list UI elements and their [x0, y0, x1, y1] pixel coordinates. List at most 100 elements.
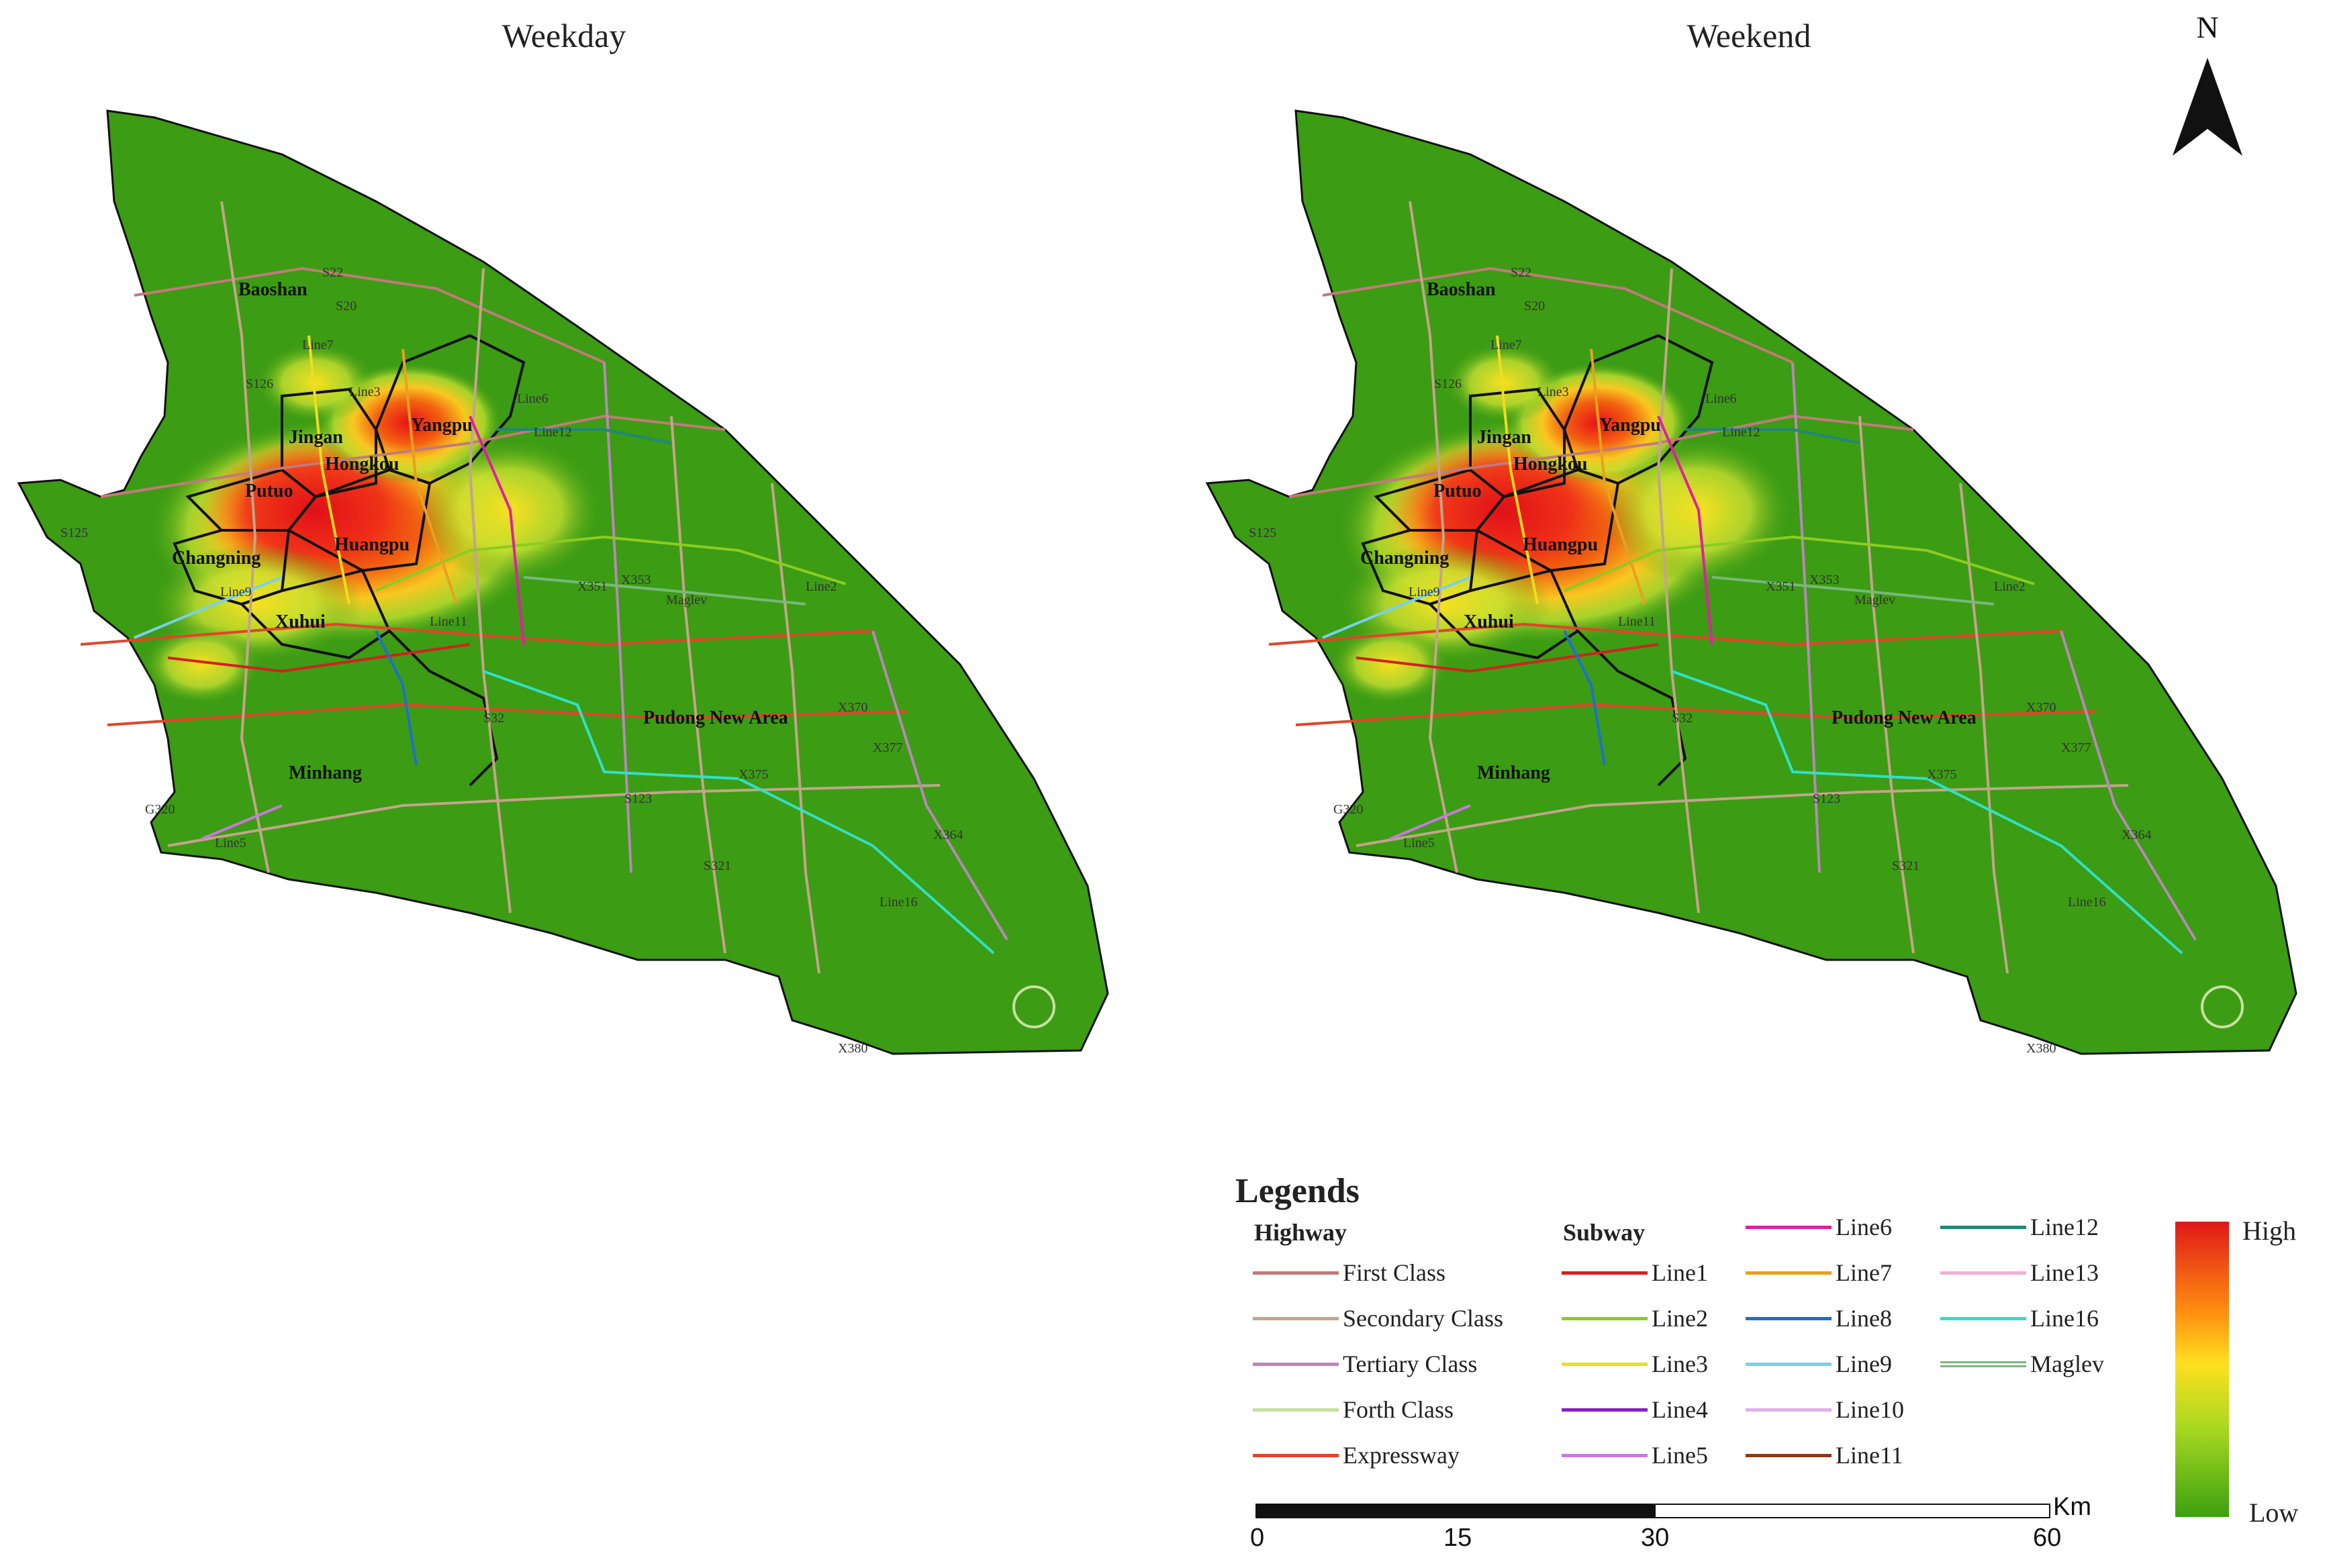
map-labels: Baoshan Jingan Yangpu Hongkou Putuo Chan…	[60, 10, 2242, 1056]
district-label: Xuhui	[1464, 611, 1514, 632]
road-label: Line11	[430, 614, 467, 629]
district-label: Xuhui	[275, 611, 326, 632]
road-label: Line5	[1403, 836, 1435, 850]
panel-title-weekday: Weekday	[502, 17, 626, 54]
district-label: Putuo	[245, 481, 293, 501]
road-label: Line2	[1994, 579, 2026, 594]
legend-swatch	[1746, 1362, 1832, 1366]
scale-bar-filled	[1255, 1504, 1654, 1518]
legend-swatch	[1562, 1453, 1648, 1457]
legend-label: Expressway	[1343, 1442, 1460, 1469]
legend-swatch	[1253, 1453, 1339, 1457]
road-label: Line12	[1722, 425, 1760, 440]
legend-item: Line9	[1746, 1344, 1892, 1384]
legend-swatch	[1562, 1362, 1648, 1366]
legend-swatch	[1746, 1271, 1832, 1275]
legend-label: Maglev	[2030, 1351, 2104, 1377]
weekend-district-labels: Baoshan Jingan Yangpu Hongkou Putuo Chan…	[1360, 279, 1977, 783]
road-label: S20	[336, 299, 357, 313]
legend-item: Line3	[1562, 1344, 1708, 1384]
legend-item: Line7	[1746, 1253, 1892, 1293]
legend-item: Maglev	[1940, 1344, 2104, 1384]
road-label: X364	[2122, 828, 2151, 842]
weekday-road-labels: S20 S22 S123 S125 S126 S321 S32 X351 X35…	[60, 265, 963, 1056]
density-ramp: High Low	[2175, 1215, 2323, 1528]
scale-bar-empty	[1654, 1504, 2050, 1518]
road-label: S32	[483, 711, 504, 726]
ramp-high-label: High	[2242, 1216, 2296, 1246]
legend-item: Line6	[1746, 1207, 1892, 1247]
road-label: X370	[838, 700, 867, 715]
district-label: Jingan	[1477, 427, 1531, 448]
legend-item: Line13	[1940, 1253, 2099, 1293]
scale-tick-30: 30	[1641, 1524, 1670, 1552]
legend-item: Line8	[1746, 1298, 1892, 1338]
district-label: Huangpu	[334, 534, 410, 555]
legend-label: First Class	[1343, 1259, 1446, 1286]
road-label: X353	[1809, 573, 1839, 587]
north-arrow-icon	[2173, 58, 2242, 156]
legend-label: Line1	[1652, 1259, 1708, 1286]
scale-tick-60: 60	[2033, 1524, 2062, 1552]
road-label: S125	[1249, 526, 1276, 540]
legend-swatch	[1562, 1408, 1648, 1412]
legend-label: Tertiary Class	[1343, 1351, 1478, 1377]
road-label: Maglev	[666, 593, 707, 607]
road-label: S125	[60, 526, 88, 540]
legend-item: Line11	[1746, 1435, 1903, 1475]
legend-item: Expressway	[1253, 1435, 1460, 1475]
density-ramp-bar	[2175, 1222, 2229, 1517]
legend-item: Secondary Class	[1253, 1298, 1503, 1338]
legend-item: Line16	[1940, 1298, 2099, 1338]
road-label: Line7	[302, 338, 334, 352]
legend-item: Line5	[1562, 1435, 1708, 1475]
district-label: Jingan	[289, 427, 343, 448]
legend-swatch	[1940, 1225, 2026, 1229]
road-label: Line9	[220, 585, 252, 599]
road-label: Line11	[1618, 614, 1656, 629]
district-label: Huangpu	[1523, 534, 1598, 555]
road-label: S123	[1813, 791, 1840, 806]
road-label: Line2	[806, 579, 837, 594]
scale-unit: Km	[2053, 1493, 2091, 1521]
north-arrow: N	[2173, 10, 2242, 156]
legend-swatch	[1746, 1408, 1832, 1412]
road-label: Line6	[517, 391, 549, 406]
road-label: Line5	[215, 836, 246, 850]
legend-label: Forth Class	[1343, 1396, 1454, 1423]
weekday-district-labels: Baoshan Jingan Yangpu Hongkou Putuo Chan…	[172, 279, 788, 783]
road-label: Line6	[1705, 391, 1737, 406]
legend-item: Line1	[1562, 1253, 1708, 1293]
road-label: Line7	[1490, 338, 1522, 352]
legend-swatch	[1746, 1316, 1832, 1320]
road-label: G320	[145, 802, 175, 817]
road-label: Line9	[1409, 585, 1440, 599]
district-label: Pudong New Area	[643, 707, 788, 728]
legend-label: Line9	[1836, 1351, 1892, 1377]
legend-swatch	[1253, 1362, 1339, 1366]
legend-title: Legends	[1235, 1172, 1360, 1210]
road-label: S321	[1892, 859, 1919, 873]
legend-label: Line4	[1652, 1396, 1708, 1423]
road-label: X364	[933, 828, 963, 842]
road-label: Maglev	[1854, 593, 1895, 607]
road-label: S22	[322, 265, 343, 280]
legend-swatch	[1746, 1453, 1832, 1457]
road-label: X370	[2026, 700, 2056, 715]
legend-swatch	[1253, 1316, 1339, 1320]
legend-label: Line16	[2030, 1305, 2099, 1332]
scale-tick-15: 15	[1443, 1524, 1472, 1552]
legend-swatch	[1253, 1408, 1339, 1412]
legend-item: First Class	[1253, 1253, 1445, 1293]
legend-label: Line11	[1836, 1442, 1903, 1469]
district-label: Baoshan	[238, 279, 307, 300]
legend-item: Line10	[1746, 1389, 1904, 1430]
road-label: Line16	[2068, 895, 2106, 910]
road-label: X380	[838, 1041, 867, 1056]
legend-item: Tertiary Class	[1253, 1344, 1477, 1384]
road-label: S22	[1511, 265, 1531, 280]
district-label: Minhang	[289, 763, 362, 783]
district-label: Baoshan	[1427, 279, 1496, 300]
legend-label: Line10	[1836, 1396, 1904, 1423]
legend-label: Line5	[1652, 1442, 1708, 1469]
